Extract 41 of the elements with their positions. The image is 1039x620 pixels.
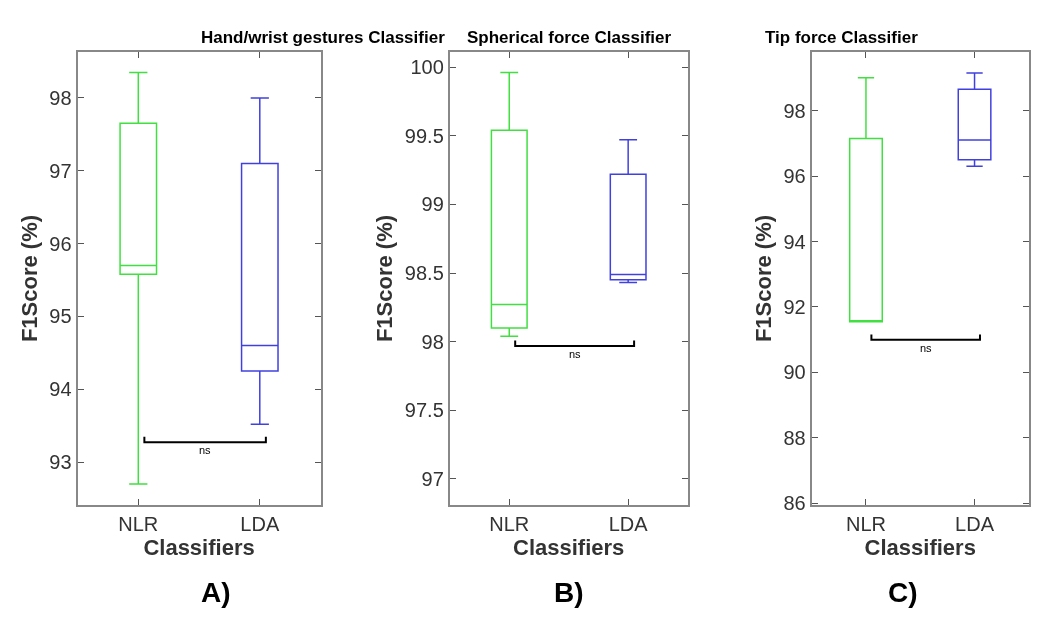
- y-tick-label: 99.5: [404, 124, 444, 147]
- y-tick-label: 98: [421, 330, 444, 353]
- y-tick-label: 94: [49, 378, 72, 401]
- y-tick-label: 99: [421, 193, 444, 216]
- y-axis-title: F1Score (%): [372, 214, 398, 343]
- x-axis-title: Classifiers: [513, 535, 625, 560]
- x-tick-label: LDA: [955, 513, 995, 535]
- y-tick-label: 98: [49, 86, 72, 109]
- y-axis-title: F1Score (%): [750, 214, 776, 343]
- y-tick-label: 95: [49, 305, 72, 328]
- y-tick-label: 97.5: [404, 399, 444, 422]
- y-tick-label: 88: [783, 426, 806, 449]
- y-tick-label: 100: [410, 56, 444, 79]
- chart-title: Spherical force Classifier: [467, 28, 672, 47]
- y-tick-label: 86: [783, 492, 806, 515]
- y-tick-label: 96: [783, 165, 806, 188]
- annotation: ns: [199, 444, 212, 456]
- y-axis-title: F1Score (%): [16, 214, 42, 343]
- text: C): [888, 577, 918, 608]
- y-tick-label: 93: [49, 451, 72, 474]
- y-tick-label: 97: [421, 467, 444, 490]
- y-tick-label: 96: [49, 232, 72, 255]
- y-tick-label: 90: [783, 361, 806, 384]
- text: B): [554, 577, 584, 608]
- x-tick-label: NLR: [489, 513, 530, 535]
- x-axis-title: Classifiers: [143, 535, 255, 560]
- x-tick-label: NLR: [845, 513, 886, 535]
- x-tick-label: NLR: [118, 513, 159, 535]
- y-tick-label: 98.5: [404, 262, 444, 285]
- chart-title: Tip force Classifier: [765, 28, 919, 47]
- x-axis-title: Classifiers: [864, 535, 976, 560]
- annotation: ns: [569, 348, 582, 360]
- y-tick-label: 97: [49, 159, 72, 182]
- y-tick-label: 92: [783, 295, 806, 318]
- y-tick-label: 98: [783, 99, 806, 122]
- chart-title: Hand/wrist gestures Classifier: [201, 28, 446, 47]
- annotation: ns: [920, 342, 933, 354]
- y-tick-label: 94: [783, 230, 806, 253]
- x-tick-label: LDA: [608, 513, 649, 535]
- text: A): [201, 577, 231, 608]
- x-tick-label: LDA: [240, 513, 280, 535]
